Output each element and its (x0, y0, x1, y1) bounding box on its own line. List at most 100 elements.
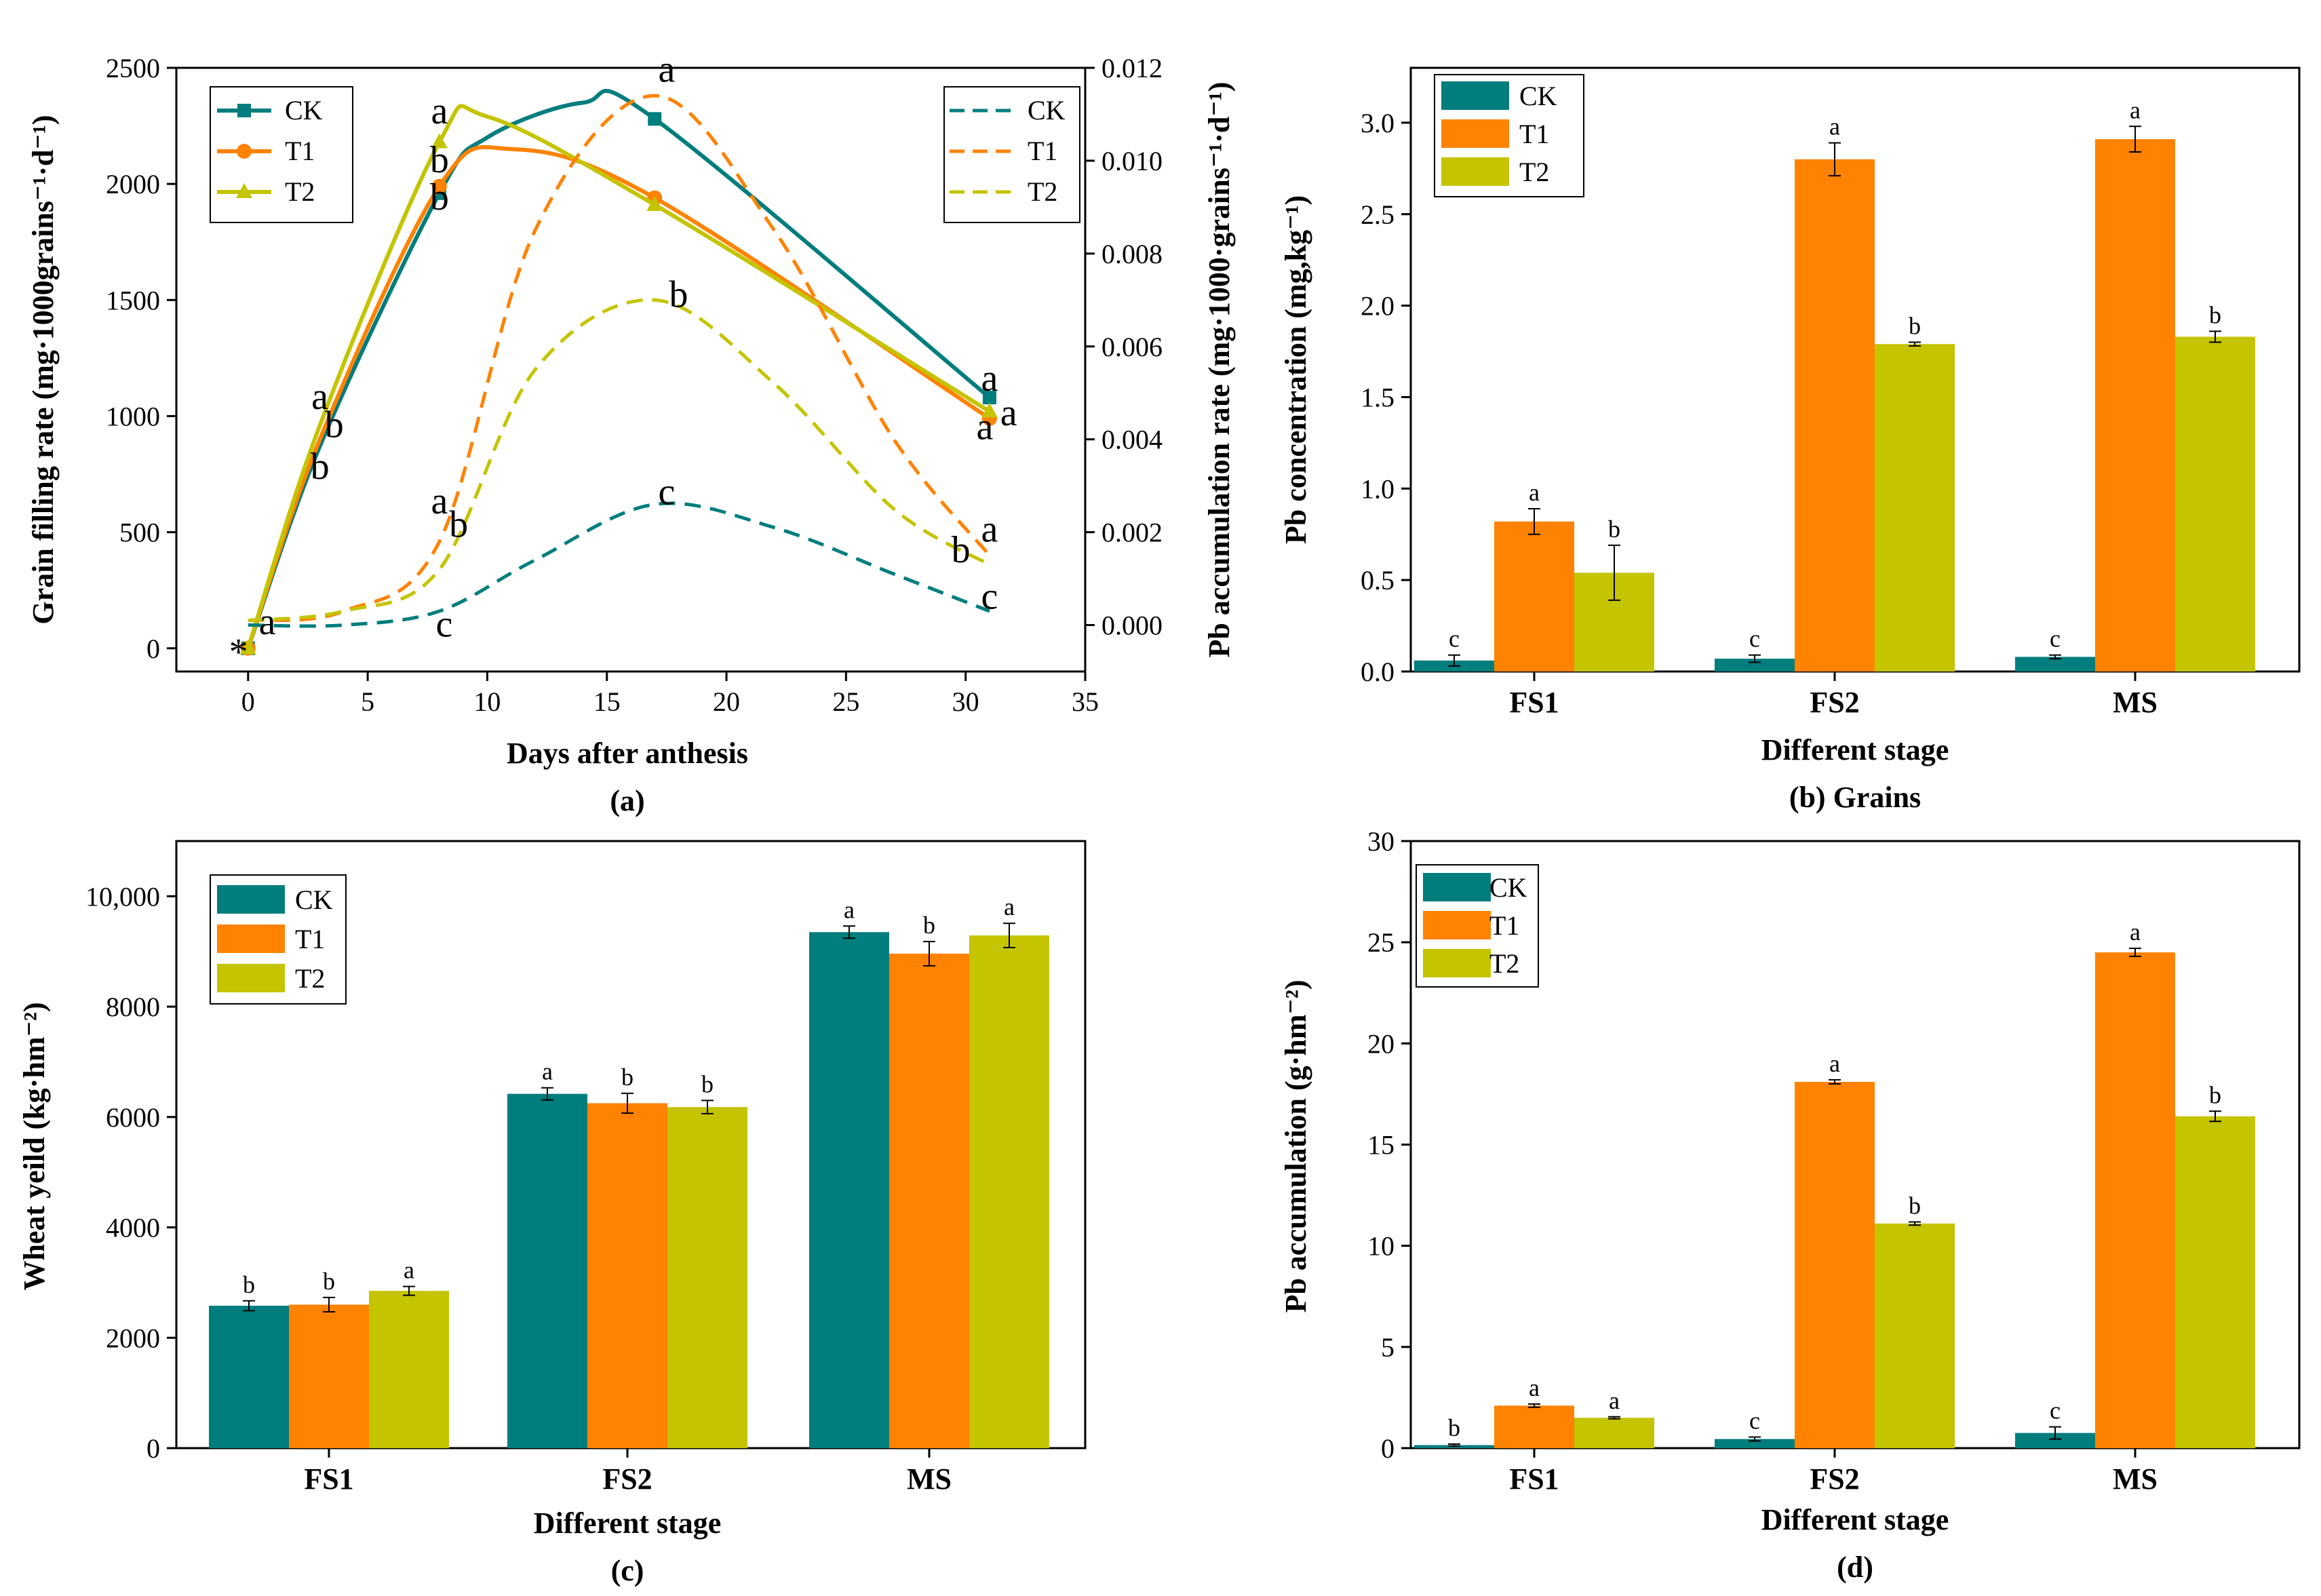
y-axis-title: Pb accumulation (g·hm⁻²) (1279, 979, 1312, 1312)
y-tick-label: 2500 (106, 53, 160, 83)
legend-label: CK (1489, 872, 1527, 903)
panel-d: 0 5 10 15 20 25 30 b a a c a b c a b FS1 FS2 MS CK T1 T2… (1279, 826, 2301, 1584)
y-tick-label: 0 (1381, 1433, 1394, 1464)
bar-t1 (587, 1103, 667, 1448)
significance-label: b (923, 912, 935, 939)
significance-label: b (1608, 515, 1620, 543)
panel-c: 0 2000 4000 6000 8000 10,000 b b a a b b a b a FS1 FS2… (18, 840, 1087, 1587)
significance-label: b (243, 1271, 255, 1298)
significance-label: a (976, 406, 993, 448)
y-axis-title: Pb concentration (mg,kg⁻¹) (1279, 195, 1312, 544)
x-tick-label: 30 (952, 686, 979, 717)
legend-swatch-ck (1441, 81, 1509, 110)
y-tick-label: 0 (147, 634, 160, 664)
significance-label: c (1449, 625, 1460, 653)
grain-point (431, 178, 447, 194)
y-tick-label: 500 (119, 518, 160, 548)
significance-label: c (436, 604, 453, 646)
y-tick-label: 6000 (106, 1102, 160, 1133)
caption-d: (d) (1837, 1551, 1873, 1584)
category-label: FS2 (1810, 1462, 1859, 1496)
bar-t1 (1494, 521, 1574, 672)
x-tick-label: 20 (713, 686, 740, 717)
y-tick-label: 10,000 (85, 881, 160, 912)
legend-label: CK (1028, 95, 1066, 125)
y-tick-label: 2000 (106, 169, 160, 199)
significance-label: a (981, 357, 998, 400)
x-tick-label: 10 (473, 686, 501, 717)
pb-line-t1 (248, 94, 991, 623)
category-label: FS1 (1509, 686, 1559, 719)
significance-label: b (952, 529, 971, 571)
legend: CK T1 T2 (210, 874, 347, 1005)
grain-line-t1 (246, 144, 991, 649)
significance-label: c (658, 471, 675, 513)
bar-ck (2015, 1433, 2095, 1448)
bar-t2 (1875, 1223, 1955, 1448)
significance-label: a (1529, 479, 1540, 506)
significance-label: a (2130, 918, 2141, 946)
x-axis-title: Days after anthesis (507, 737, 748, 770)
x-tick-label: 0 (241, 686, 255, 717)
grain-point (982, 391, 996, 405)
legend-swatch-t2 (1441, 157, 1509, 186)
significance-label: c (981, 576, 998, 618)
legend-label: T2 (295, 963, 325, 994)
significance-label: a (1000, 392, 1017, 434)
significance-label: b (1448, 1414, 1460, 1441)
legend-label: T1 (295, 924, 325, 954)
y-tick-label: 20 (1367, 1028, 1394, 1059)
y-tick-label: 4000 (106, 1213, 160, 1243)
significance-label: a (259, 601, 276, 643)
significance-label: a (1829, 1050, 1840, 1077)
legend-marker-square-icon (237, 104, 251, 117)
significance-label: b (449, 503, 468, 545)
grain-point (648, 112, 662, 126)
category-label: MS (2113, 1462, 2158, 1496)
x-tick-label: 5 (361, 686, 374, 717)
bar-t1 (1795, 159, 1875, 672)
y-tick-label: 3.0 (1361, 108, 1394, 138)
significance-label: b (323, 1268, 335, 1295)
x-axis-title: Different stage (1761, 1503, 1949, 1536)
bar-ck (209, 1306, 289, 1448)
bar-t1 (2095, 139, 2175, 672)
significance-label: b (701, 1070, 714, 1097)
significance-label: a (542, 1058, 553, 1085)
significance-label: a (404, 1257, 414, 1284)
bar-t1 (1795, 1082, 1875, 1448)
grain-point (239, 639, 256, 655)
grain-line-ck (246, 89, 991, 649)
bar-ck (2015, 657, 2095, 672)
significance-label: b (2209, 301, 2221, 328)
significance-label: a (431, 90, 448, 132)
significance-label: c (1749, 1407, 1760, 1435)
significance-label: b (1909, 313, 1921, 340)
x-tick-label: 25 (832, 686, 859, 717)
y-tick-label: 0.0 (1361, 657, 1394, 687)
bar-t2 (969, 935, 1049, 1448)
legend-swatch-t1 (1423, 911, 1491, 939)
legend-swatch-ck (217, 885, 285, 914)
legend-swatch-t1 (1441, 119, 1509, 148)
x-tick-label: 15 (593, 686, 621, 717)
significance-label: c (1749, 625, 1760, 653)
legend-swatch-t2 (217, 964, 285, 992)
panel-b: 0.0 0.5 1.0 1.5 2.0 2.5 3.0 c a b c a b c a b FS1 FS2 MS… (1279, 66, 2301, 814)
y2-tick-label: 0.002 (1101, 518, 1163, 548)
bar-t1 (2095, 952, 2175, 1448)
bar-t2 (2175, 1116, 2255, 1448)
significance-label: * (229, 631, 248, 674)
bar-ck (1715, 659, 1795, 672)
category-label: FS2 (602, 1462, 652, 1496)
y2-tick-label: 0.010 (1101, 146, 1163, 176)
y2-tick-label: 0.008 (1101, 239, 1163, 269)
legend-left: CK T1 T2 (210, 86, 353, 223)
pb-line-t2 (248, 298, 991, 623)
significance-label: a (1829, 113, 1840, 140)
grain-line-t2 (246, 104, 991, 649)
bar-t1 (289, 1304, 369, 1448)
bar-t2 (1574, 1418, 1654, 1448)
y2-tick-label: 0.006 (1101, 332, 1163, 362)
